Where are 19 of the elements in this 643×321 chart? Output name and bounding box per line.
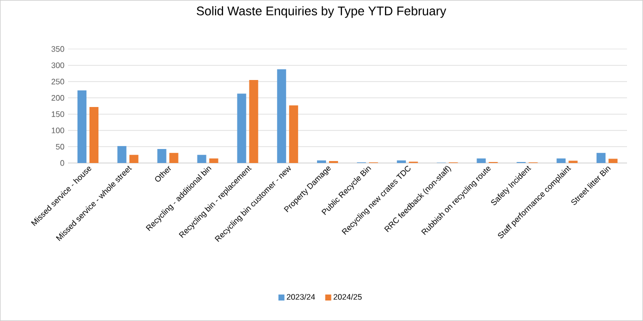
- bar: [197, 154, 206, 163]
- bar: [77, 90, 86, 163]
- bar: [169, 152, 178, 163]
- bar: [556, 158, 566, 163]
- bar: [596, 152, 606, 163]
- bar: [289, 105, 298, 163]
- bar: [396, 160, 406, 163]
- bar: [476, 158, 486, 163]
- bar: [237, 94, 246, 163]
- bar: [117, 146, 126, 163]
- bar: [209, 158, 218, 163]
- bar: [129, 154, 138, 163]
- bar: [157, 148, 166, 163]
- chart-title: Solid Waste Enquiries by Type YTD February: [196, 6, 446, 18]
- bar: [249, 80, 258, 163]
- bar: [317, 160, 326, 163]
- bar: [608, 158, 618, 163]
- bar: [89, 106, 98, 163]
- bar: [277, 69, 286, 163]
